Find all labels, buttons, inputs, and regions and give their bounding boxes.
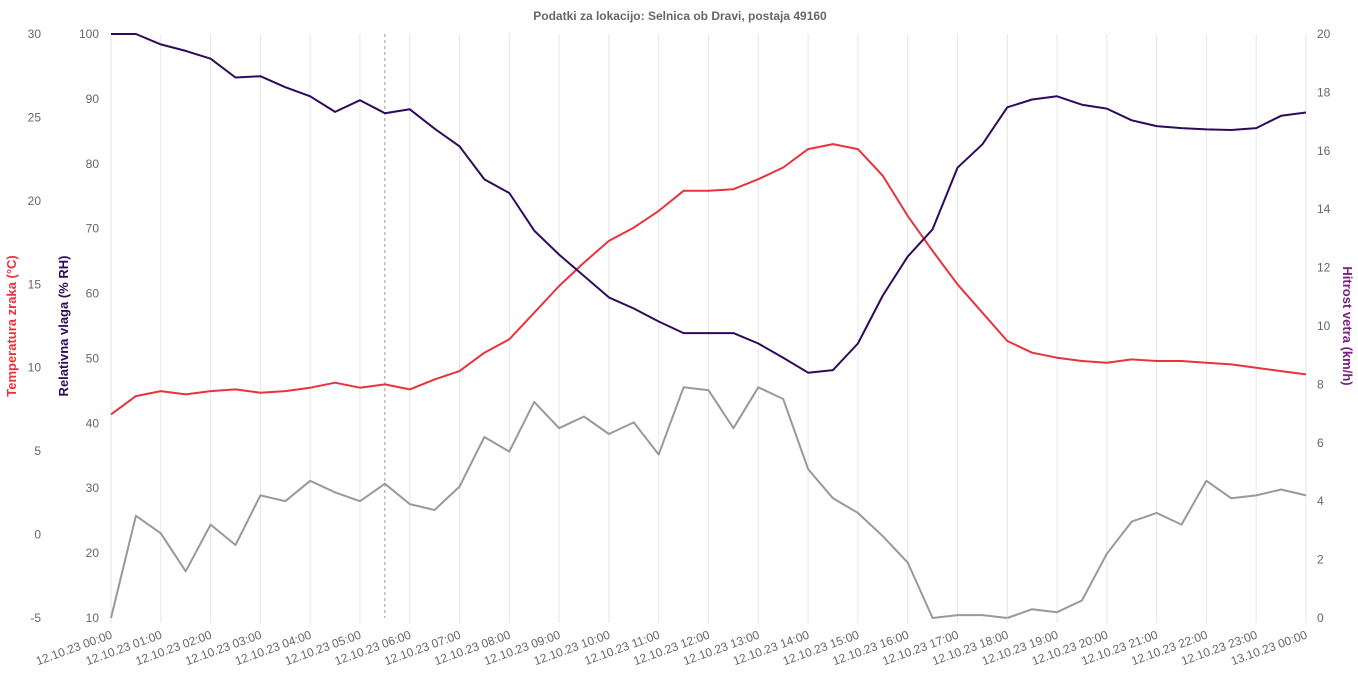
wind-axis: 0 2 4 6 8 10 12 14 16 18 20: [1317, 27, 1331, 625]
y-tick-label-wind: 4: [1317, 494, 1324, 508]
y-tick-label-wind: 2: [1317, 553, 1324, 567]
y-tick-label-wind: 8: [1317, 377, 1324, 391]
series-line-hum: [111, 33, 1307, 374]
y-tick-label-hum: 10: [86, 611, 100, 625]
y-tick-label-wind: 20: [1317, 27, 1331, 41]
humidity-axis: 10 20 30 40 50 60 70 80 90 100: [79, 27, 99, 625]
temperature-axis-title: Temperatura zraka (°C): [4, 255, 19, 397]
y-tick-label-wind: 16: [1317, 144, 1331, 158]
y-tick-label-hum: 60: [86, 287, 100, 301]
y-tick-label-temp: 10: [28, 361, 42, 375]
y-tick-label-temp: 5: [34, 444, 41, 458]
y-tick-label-wind: 18: [1317, 85, 1331, 99]
y-tick-label-hum: 30: [86, 481, 100, 495]
y-tick-label-hum: 70: [86, 222, 100, 236]
series-line-temp: [110, 143, 1307, 416]
y-tick-label-hum: 20: [86, 546, 100, 560]
y-tick-label-hum: 50: [86, 351, 100, 365]
wind-axis-title: Hitrost vetra (km/h): [1340, 266, 1355, 385]
series-lines: [110, 33, 1307, 619]
y-tick-label-temp: 15: [28, 277, 42, 291]
series-line-wind: [110, 386, 1307, 619]
grid-lines: [110, 34, 1307, 618]
y-tick-label-wind: 14: [1317, 202, 1331, 216]
y-tick-label-wind: 6: [1317, 436, 1324, 450]
y-tick-label-temp: 20: [28, 194, 42, 208]
chart-title: Podatki za lokacijo: Selnica ob Dravi, p…: [533, 9, 827, 23]
humidity-axis-title: Relativna vlaga (% RH): [56, 256, 71, 397]
y-tick-label-wind: 0: [1317, 611, 1324, 625]
y-tick-label-temp: 30: [28, 27, 42, 41]
y-tick-label-hum: 90: [86, 92, 100, 106]
y-tick-label-temp: -5: [30, 611, 41, 625]
y-tick-label-temp: 25: [28, 110, 42, 124]
temperature-axis: -5 0 5 10 15 20 25 30: [28, 27, 42, 625]
y-tick-label-temp: 0: [34, 528, 41, 542]
y-tick-label-wind: 10: [1317, 319, 1331, 333]
y-tick-label-wind: 12: [1317, 261, 1331, 275]
y-tick-label-hum: 80: [86, 157, 100, 171]
y-tick-label-hum: 100: [79, 27, 99, 41]
y-tick-label-hum: 40: [86, 416, 100, 430]
